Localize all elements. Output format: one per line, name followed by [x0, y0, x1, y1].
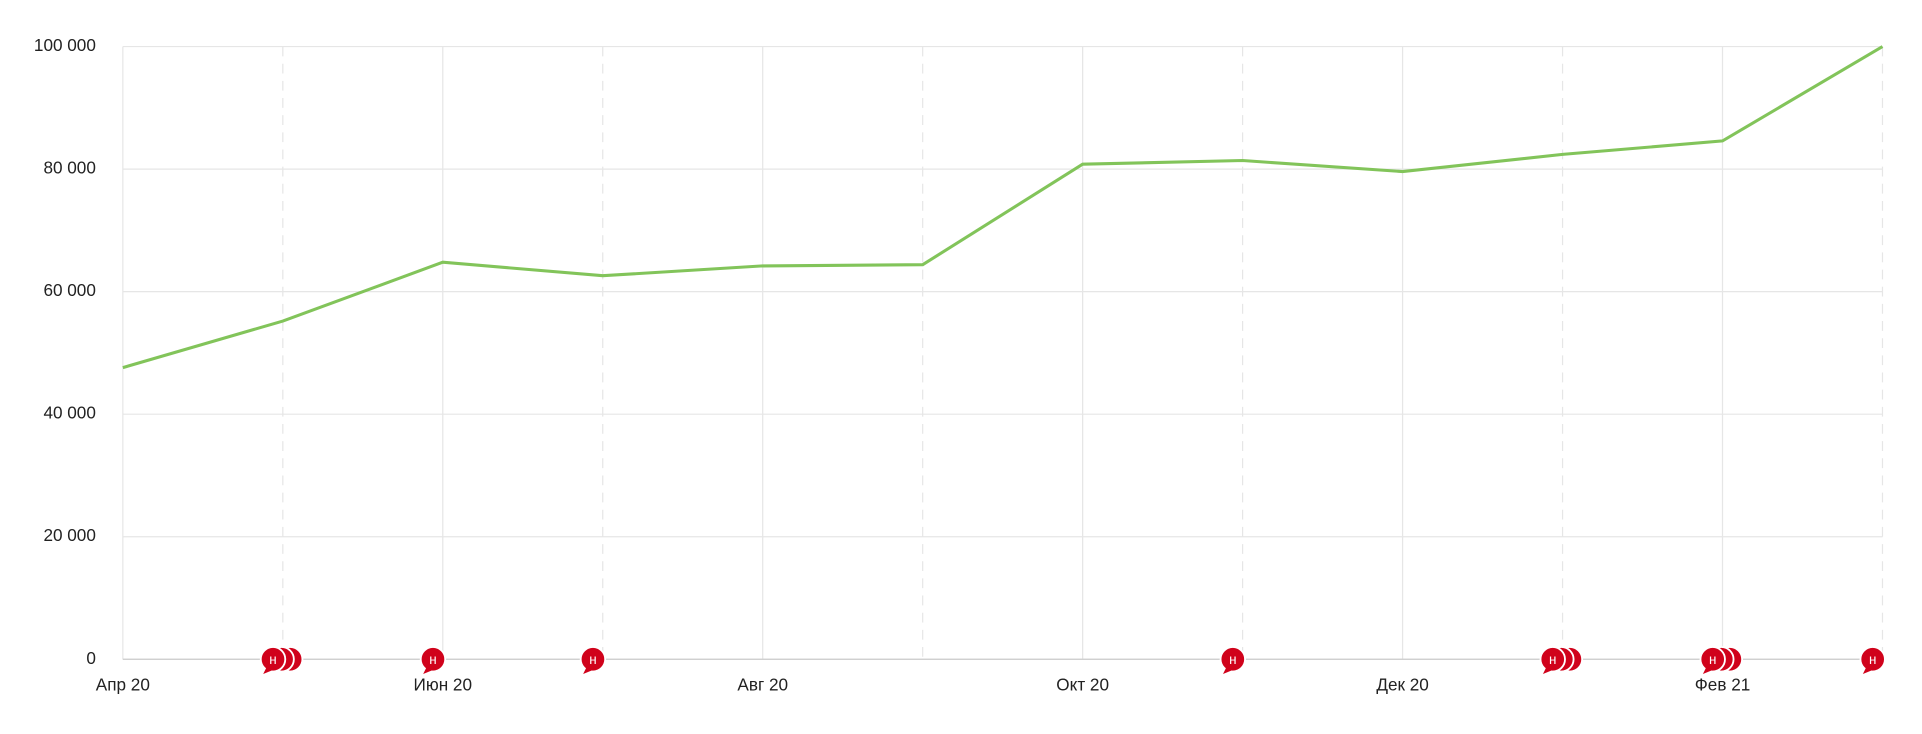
marker-bubble [1699, 646, 1726, 673]
x-tick-label: Авг 20 [737, 675, 788, 695]
marker-tail [1862, 664, 1876, 674]
marker-bubble [259, 646, 287, 673]
marker-label: н [429, 652, 436, 667]
marker-label: н [1549, 652, 1556, 667]
x-tick-label: Фев 21 [1695, 675, 1751, 695]
marker-bubble [1219, 646, 1246, 673]
event-marker: н [419, 646, 447, 674]
marker-tail [1542, 664, 1556, 674]
marker-tail [1702, 664, 1716, 674]
marker-bubble [1539, 646, 1566, 673]
marker-bubble [419, 646, 447, 673]
y-tick-label: 0 [86, 648, 96, 668]
x-tick-label: Апр 20 [96, 675, 150, 695]
marker-label: н [1229, 652, 1236, 667]
event-marker: н [579, 646, 607, 674]
marker-tail [263, 664, 276, 674]
marker-bubble [579, 646, 607, 673]
event-marker: н [1539, 646, 1584, 674]
x-tick-label: Июн 20 [414, 675, 472, 695]
x-tick-label: Окт 20 [1056, 675, 1109, 695]
marker-tail [1223, 664, 1236, 674]
y-tick-label: 60 000 [43, 280, 95, 300]
y-tick-label: 20 000 [43, 525, 95, 545]
event-marker: н [259, 646, 304, 674]
event-marker: н [1699, 646, 1744, 674]
marker-tail [423, 664, 436, 674]
marker-label: н [269, 652, 276, 667]
marker-bubble [1859, 646, 1886, 673]
y-tick-label: 80 000 [43, 158, 95, 178]
series-line [122, 45, 1884, 370]
y-tick-label: 100 000 [34, 35, 96, 55]
marker-tail [583, 664, 596, 674]
marker-label: н [1709, 652, 1716, 667]
x-tick-label: Дек 20 [1376, 675, 1428, 695]
y-tick-label: 40 000 [43, 403, 95, 423]
event-marker: н [1859, 646, 1886, 674]
marker-label: н [1869, 652, 1876, 667]
event-marker: н [1219, 646, 1246, 674]
marker-label: н [589, 652, 596, 667]
